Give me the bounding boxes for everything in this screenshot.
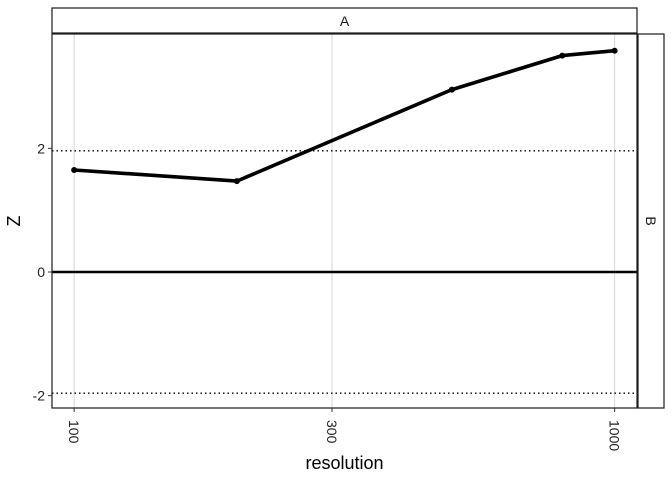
y-tick-label-0: 0 [37,264,45,280]
series-layer [71,47,618,185]
facet-strip-top [51,7,638,34]
data-point-2 [233,178,240,185]
y-axis-title: Z [4,216,24,227]
y-tick-label--2: -2 [33,388,46,404]
facet-strip-right [637,33,665,409]
facet-strip-top-label: A [340,13,350,29]
x-tick-label-100: 100 [66,420,82,444]
y-tick-label-2: 2 [37,140,45,156]
data-point-3 [448,86,455,93]
plot-panel-border [51,33,638,409]
x-tick-label-300: 300 [324,420,340,444]
x-tick-label-1000: 1000 [607,420,623,451]
data-point-1 [71,167,78,173]
data-point-4 [559,52,566,59]
grid-layer [73,34,616,408]
reference-lines [52,150,637,394]
x-axis-title: resolution [305,453,383,473]
plot-panel [52,34,637,408]
data-point-5 [611,47,618,54]
facet-strip-right-label: B [643,216,659,225]
axis-ticks: -2 0 2 100 300 1000 [33,140,623,451]
